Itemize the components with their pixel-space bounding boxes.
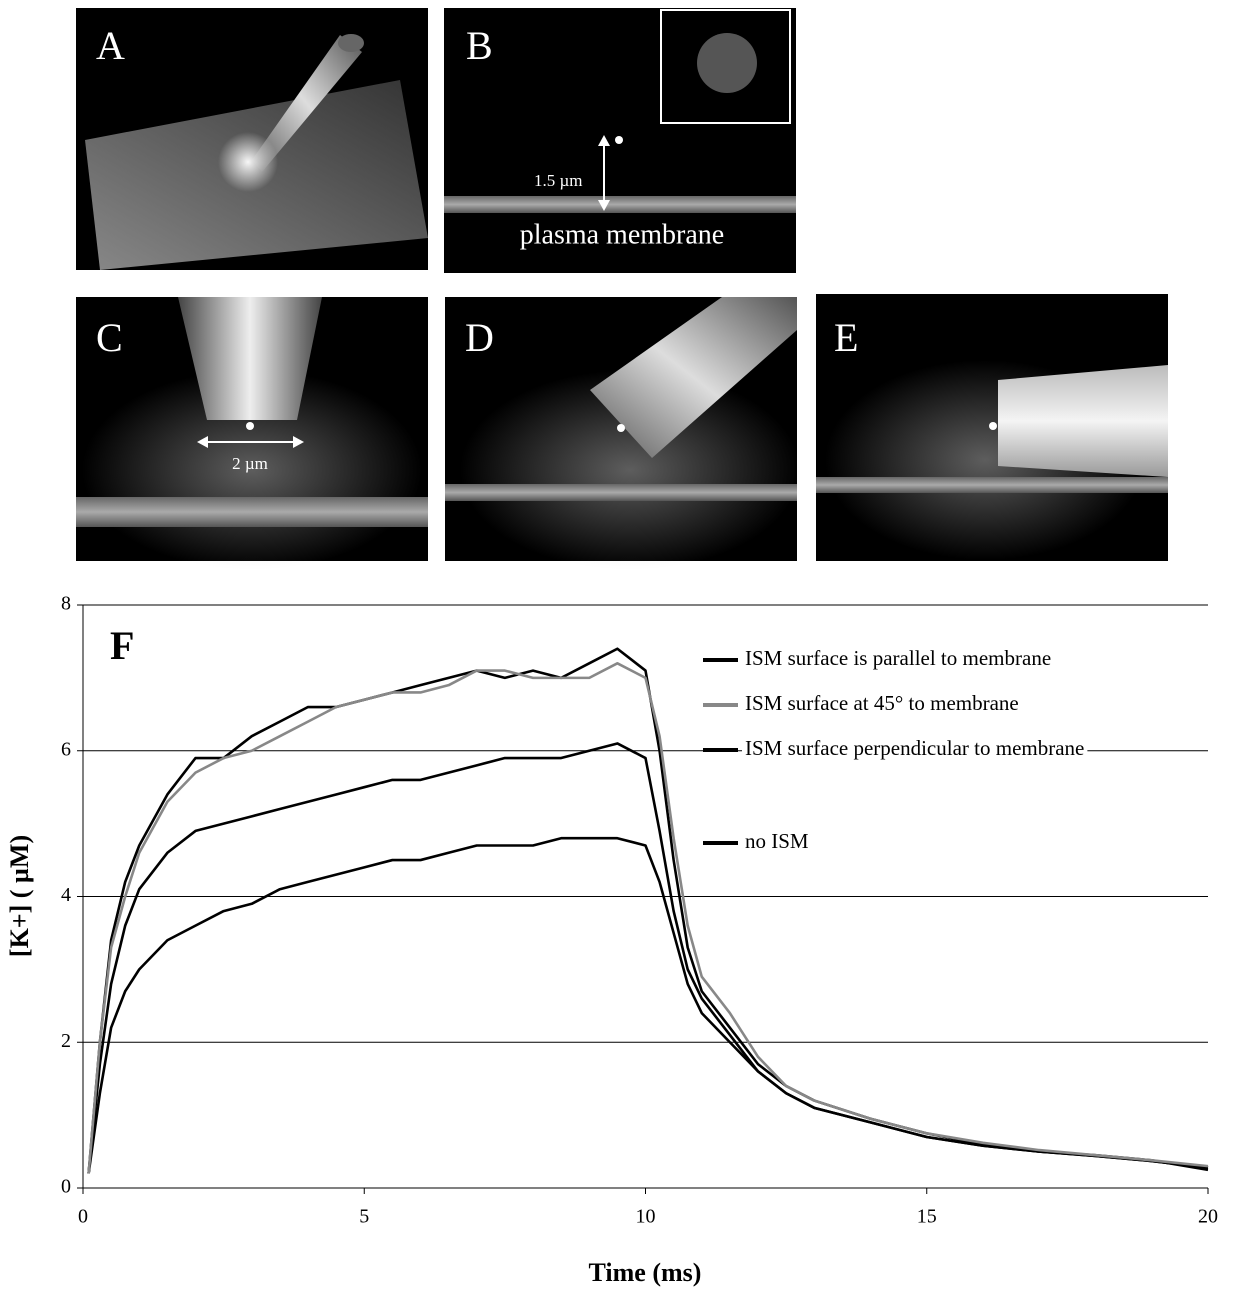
panel-label: B xyxy=(466,23,493,68)
panel-label: D xyxy=(465,315,494,360)
y-axis-title: [K+] ( µM) xyxy=(5,835,34,957)
y-tick-label: 6 xyxy=(61,738,71,760)
x-tick-label: 0 xyxy=(78,1206,88,1228)
panel-label: F xyxy=(110,623,134,668)
x-tick-label: 5 xyxy=(359,1206,369,1228)
x-tick-label: 15 xyxy=(917,1206,937,1228)
series-line xyxy=(87,742,1209,1174)
series-line xyxy=(87,836,1209,1174)
x-tick-label: 20 xyxy=(1198,1206,1218,1228)
x-tick-label: 10 xyxy=(636,1206,656,1228)
x-axis-title: Time (ms) xyxy=(589,1258,702,1287)
panel-c: 2 µm C xyxy=(76,297,428,570)
series-line xyxy=(87,647,1209,1174)
panel-a: A xyxy=(76,8,428,270)
annotation: plasma membrane xyxy=(520,219,724,250)
annotation: 2 µm xyxy=(232,454,268,473)
y-tick-label: 4 xyxy=(61,884,71,906)
panel-label: E xyxy=(834,315,858,360)
legend-bg xyxy=(742,737,1088,763)
panel-d: D xyxy=(445,297,800,570)
panel-label: C xyxy=(96,315,123,360)
panel-b: 1.5 µm plasma membrane B xyxy=(444,8,796,273)
series-line xyxy=(87,662,1209,1174)
panel-e: E xyxy=(816,294,1168,561)
legend-label: ISM surface is parallel to membrane xyxy=(745,646,1051,670)
y-tick-label: 2 xyxy=(61,1030,71,1052)
panel-label: A xyxy=(96,23,125,68)
legend-label: ISM surface perpendicular to membrane xyxy=(745,736,1084,760)
y-tick-label: 0 xyxy=(61,1176,71,1198)
annotation: 1.5 µm xyxy=(534,171,583,190)
y-tick-label: 8 xyxy=(61,593,71,615)
legend-label: ISM surface at 45° to membrane xyxy=(745,691,1019,715)
legend-label: no ISM xyxy=(745,829,809,853)
